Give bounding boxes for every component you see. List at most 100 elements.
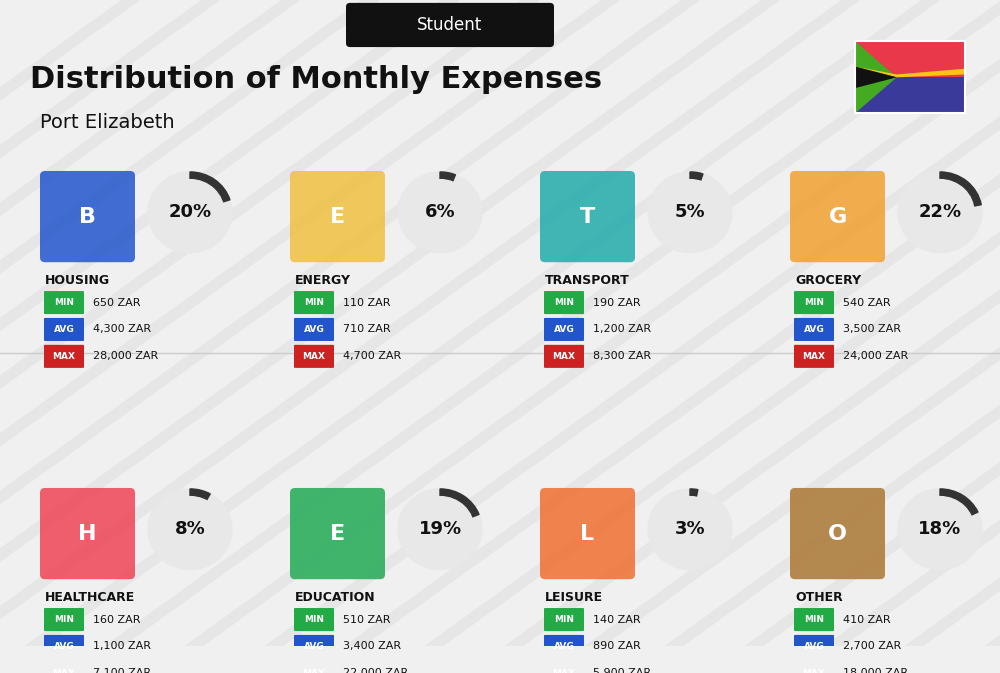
FancyBboxPatch shape	[544, 345, 584, 368]
Text: 8,300 ZAR: 8,300 ZAR	[593, 351, 651, 361]
Text: 3%: 3%	[675, 520, 705, 538]
Text: 510 ZAR: 510 ZAR	[343, 614, 390, 625]
Text: MAX: MAX	[52, 669, 76, 673]
Text: L: L	[580, 524, 595, 544]
Text: 5,900 ZAR: 5,900 ZAR	[593, 668, 651, 673]
Text: H: H	[78, 524, 97, 544]
FancyBboxPatch shape	[294, 662, 334, 673]
FancyBboxPatch shape	[346, 3, 554, 47]
Text: MIN: MIN	[804, 615, 824, 624]
Circle shape	[398, 172, 482, 252]
Wedge shape	[440, 172, 455, 182]
Text: 24,000 ZAR: 24,000 ZAR	[843, 351, 908, 361]
FancyBboxPatch shape	[294, 345, 334, 368]
Wedge shape	[690, 172, 703, 181]
Circle shape	[906, 497, 974, 562]
Text: MIN: MIN	[54, 615, 74, 624]
Text: 540 ZAR: 540 ZAR	[843, 297, 891, 308]
Text: MAX: MAX	[302, 352, 326, 361]
FancyBboxPatch shape	[855, 41, 965, 77]
Text: 1,200 ZAR: 1,200 ZAR	[593, 324, 651, 334]
Text: T: T	[580, 207, 595, 227]
Text: HOUSING: HOUSING	[45, 274, 110, 287]
Text: 650 ZAR: 650 ZAR	[93, 297, 140, 308]
Text: MIN: MIN	[304, 298, 324, 307]
FancyBboxPatch shape	[790, 171, 885, 262]
Wedge shape	[440, 489, 479, 518]
FancyBboxPatch shape	[294, 291, 334, 314]
FancyBboxPatch shape	[44, 345, 84, 368]
Text: MAX: MAX	[302, 669, 326, 673]
FancyBboxPatch shape	[544, 318, 584, 341]
Text: 18%: 18%	[918, 520, 962, 538]
Text: AVG: AVG	[554, 642, 574, 651]
Text: 3,500 ZAR: 3,500 ZAR	[843, 324, 901, 334]
Text: 22,000 ZAR: 22,000 ZAR	[343, 668, 408, 673]
Text: Port Elizabeth: Port Elizabeth	[40, 114, 175, 133]
FancyBboxPatch shape	[40, 488, 135, 579]
Text: LEISURE: LEISURE	[545, 591, 603, 604]
Text: E: E	[330, 524, 345, 544]
Text: MIN: MIN	[54, 298, 74, 307]
Text: AVG: AVG	[804, 642, 824, 651]
FancyBboxPatch shape	[40, 171, 135, 262]
Text: AVG: AVG	[54, 325, 74, 334]
Text: MAX: MAX	[802, 352, 826, 361]
Text: 5%: 5%	[675, 203, 705, 221]
FancyBboxPatch shape	[44, 608, 84, 631]
Circle shape	[656, 180, 724, 245]
Text: AVG: AVG	[304, 642, 324, 651]
Circle shape	[648, 172, 732, 252]
Text: 20%: 20%	[168, 203, 212, 221]
Polygon shape	[855, 67, 897, 88]
Text: HEALTHCARE: HEALTHCARE	[45, 591, 135, 604]
Wedge shape	[190, 172, 230, 202]
FancyBboxPatch shape	[290, 488, 385, 579]
Text: 160 ZAR: 160 ZAR	[93, 614, 140, 625]
FancyBboxPatch shape	[44, 662, 84, 673]
FancyBboxPatch shape	[544, 635, 584, 658]
Text: 1,100 ZAR: 1,100 ZAR	[93, 641, 151, 651]
Text: 6%: 6%	[425, 203, 455, 221]
FancyBboxPatch shape	[794, 345, 834, 368]
FancyBboxPatch shape	[294, 635, 334, 658]
Text: 28,000 ZAR: 28,000 ZAR	[93, 351, 158, 361]
Wedge shape	[190, 489, 210, 501]
Text: O: O	[828, 524, 847, 544]
Text: 890 ZAR: 890 ZAR	[593, 641, 641, 651]
Circle shape	[406, 180, 474, 245]
FancyBboxPatch shape	[794, 291, 834, 314]
Text: MAX: MAX	[802, 669, 826, 673]
Text: 3,400 ZAR: 3,400 ZAR	[343, 641, 401, 651]
FancyBboxPatch shape	[855, 77, 965, 113]
FancyBboxPatch shape	[544, 291, 584, 314]
Text: GROCERY: GROCERY	[795, 274, 861, 287]
Circle shape	[156, 180, 224, 245]
Circle shape	[156, 497, 224, 562]
Text: 4,700 ZAR: 4,700 ZAR	[343, 351, 401, 361]
Text: MAX: MAX	[52, 352, 76, 361]
Text: 7,100 ZAR: 7,100 ZAR	[93, 668, 151, 673]
Text: 140 ZAR: 140 ZAR	[593, 614, 641, 625]
Text: MIN: MIN	[804, 298, 824, 307]
Circle shape	[406, 497, 474, 562]
Text: G: G	[828, 207, 847, 227]
Circle shape	[898, 172, 982, 252]
Text: AVG: AVG	[54, 642, 74, 651]
FancyBboxPatch shape	[794, 635, 834, 658]
Text: MIN: MIN	[304, 615, 324, 624]
Text: Distribution of Monthly Expenses: Distribution of Monthly Expenses	[30, 65, 602, 94]
Text: 190 ZAR: 190 ZAR	[593, 297, 641, 308]
FancyBboxPatch shape	[290, 171, 385, 262]
Circle shape	[648, 489, 732, 569]
Text: 8%: 8%	[175, 520, 205, 538]
Text: 110 ZAR: 110 ZAR	[343, 297, 390, 308]
Wedge shape	[690, 489, 698, 497]
Polygon shape	[855, 41, 897, 113]
FancyBboxPatch shape	[294, 318, 334, 341]
FancyBboxPatch shape	[790, 488, 885, 579]
Text: AVG: AVG	[804, 325, 824, 334]
Text: B: B	[79, 207, 96, 227]
Circle shape	[148, 489, 232, 569]
Text: 4,300 ZAR: 4,300 ZAR	[93, 324, 151, 334]
